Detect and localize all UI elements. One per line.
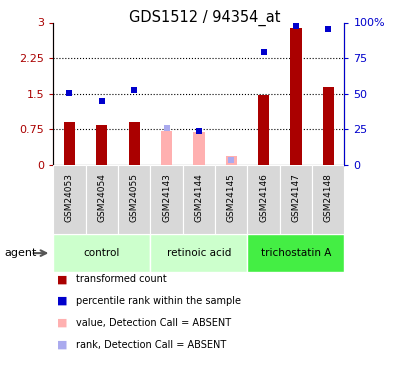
Bar — [64, 122, 75, 165]
Text: ■: ■ — [57, 340, 68, 350]
Text: GSM24143: GSM24143 — [162, 173, 171, 222]
Bar — [279, 165, 311, 234]
Text: GSM24144: GSM24144 — [194, 173, 203, 222]
Text: GSM24147: GSM24147 — [291, 173, 300, 222]
Bar — [53, 234, 150, 272]
Text: transformed count: transformed count — [76, 274, 166, 284]
Bar — [247, 165, 279, 234]
Bar — [247, 234, 344, 272]
Bar — [322, 87, 333, 165]
Text: GSM24055: GSM24055 — [129, 173, 138, 222]
Bar — [160, 131, 172, 165]
Text: agent: agent — [4, 248, 36, 258]
Text: ■: ■ — [57, 274, 68, 284]
Text: retinoic acid: retinoic acid — [166, 248, 231, 258]
Text: GDS1512 / 94354_at: GDS1512 / 94354_at — [129, 9, 280, 26]
Text: percentile rank within the sample: percentile rank within the sample — [76, 296, 240, 306]
Text: control: control — [83, 248, 120, 258]
Text: value, Detection Call = ABSENT: value, Detection Call = ABSENT — [76, 318, 230, 328]
Bar — [150, 165, 182, 234]
Bar — [85, 165, 118, 234]
Bar — [290, 28, 301, 165]
Bar — [193, 132, 204, 165]
Bar — [225, 156, 236, 165]
Text: GSM24148: GSM24148 — [323, 173, 332, 222]
Text: rank, Detection Call = ABSENT: rank, Detection Call = ABSENT — [76, 340, 225, 350]
Bar — [311, 165, 344, 234]
Text: trichostatin A: trichostatin A — [260, 248, 330, 258]
Text: GSM24054: GSM24054 — [97, 173, 106, 222]
Bar — [150, 234, 247, 272]
Text: GSM24053: GSM24053 — [65, 173, 74, 222]
Bar — [257, 95, 269, 165]
Text: GSM24146: GSM24146 — [258, 173, 267, 222]
Bar — [182, 165, 214, 234]
Bar — [118, 165, 150, 234]
Text: GSM24145: GSM24145 — [226, 173, 235, 222]
Text: ■: ■ — [57, 318, 68, 328]
Bar — [128, 122, 139, 165]
Text: ■: ■ — [57, 296, 68, 306]
Bar — [53, 165, 85, 234]
Bar — [214, 165, 247, 234]
Bar — [96, 124, 107, 165]
